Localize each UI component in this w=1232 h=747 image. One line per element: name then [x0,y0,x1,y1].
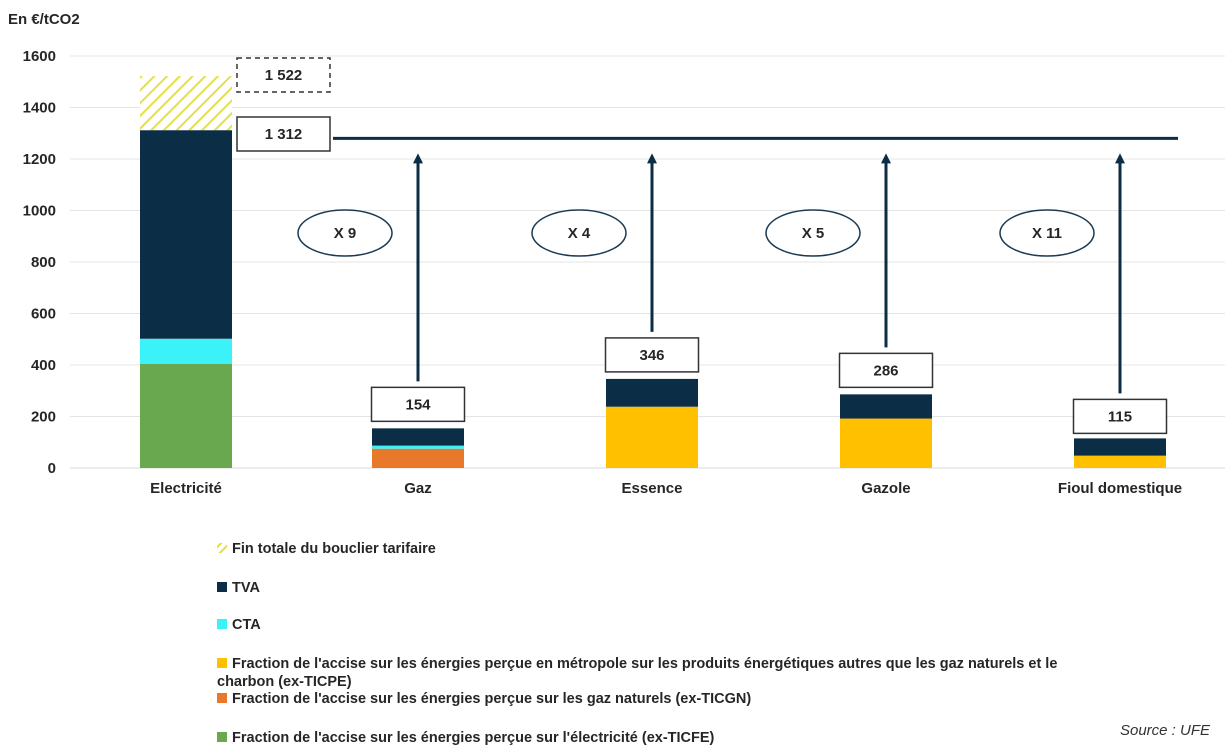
y-tick-label: 1200 [23,151,56,168]
bar-segment [140,338,232,364]
legend-item-bouclier: Fin totale du bouclier tarifaire [217,540,436,558]
bouclier-total-label: 1 522 [265,67,303,84]
total-label: 286 [873,362,898,379]
x-tick-label: Essence [622,480,683,497]
total-label: 154 [405,396,431,413]
x-tick-label: Gaz [404,480,432,497]
total-box [370,386,466,423]
source-note: Source : UFE [1119,722,1210,739]
swatch-icon [217,658,227,668]
y-tick-label: 200 [31,409,56,426]
y-tick-label: 1600 [23,48,56,65]
bouclier-total-box [236,57,331,93]
x-tick-label: Electricité [150,480,222,497]
bar-segment [840,394,932,419]
y-axis-ticks: 0 200 400 600 800 1000 1200 1400 1600 [23,48,56,477]
swatch-icon [217,693,227,703]
bar-segment [1074,438,1166,456]
x-axis-ticks: Electricité Gaz Essence Gazole Fioul domesti… [150,480,1182,497]
y-tick-label: 1000 [23,203,56,220]
y-tick-label: 0 [48,460,56,477]
total-box [236,116,331,152]
bars [140,76,1166,468]
swatch-icon [217,619,227,629]
legend-label: CTA [232,617,261,633]
hatch-swatch-icon [217,543,227,553]
total-box [838,352,934,389]
multiplier-ellipse [531,209,627,257]
annotations: 1 522 1 312 154 X 9 346 X 4 286 X 5 115 X 11 [236,57,1178,435]
bar-segment [606,406,698,468]
y-tick-label: 600 [31,306,56,323]
bar-segment [140,130,232,339]
total-box [604,337,700,373]
bar-segment [1074,455,1166,468]
multiplier-label: X 11 [1032,225,1062,242]
stacked-bar-chart: En €/tCO2 02004006008001000120014001600 … [8,11,1225,497]
multiplier-label: X 9 [334,225,357,242]
total-label: 1 312 [265,126,303,143]
total-label: 115 [1108,408,1132,425]
swatch-icon [217,582,227,592]
multiplier-label: X 4 [568,225,591,242]
multiplier-ellipse [765,209,861,257]
x-tick-label: Gazole [861,480,910,497]
legend-label: Fraction de l'accise sur les énergies pe… [217,656,1058,690]
bar-segment [372,448,464,468]
bar-segment [140,76,232,131]
x-tick-label: Fioul domestique [1058,480,1182,497]
multiplier-ellipse [297,209,393,257]
bar-segment [606,378,698,407]
swatch-icon [217,732,227,742]
y-tick-label: 1400 [23,100,56,117]
legend-item-ticgn: Fraction de l'accise sur les énergies pe… [217,690,751,708]
bar-segment [840,418,932,468]
legend-label: Fraction de l'accise sur les énergies pe… [232,730,715,746]
y-tick-label: 800 [31,254,56,271]
legend-item-cta: CTA [217,616,261,634]
multiplier-label: X 5 [802,225,825,242]
total-box [1072,398,1168,435]
y-axis-title: En €/tCO2 [8,11,80,28]
bar-segment [372,445,464,449]
legend-label: TVA [232,580,260,596]
y-tick-label: 400 [31,357,56,374]
legend-label: Fraction de l'accise sur les énergies pe… [232,691,752,707]
bar-segment [140,363,232,468]
total-label: 346 [639,347,664,364]
legend-item-tva: TVA [217,579,260,597]
multiplier-ellipse [999,209,1095,257]
legend-item-ticfe: Fraction de l'accise sur les énergies pe… [217,729,714,747]
legend-label: Fin totale du bouclier tarifaire [232,541,436,557]
bar-segment [372,428,464,446]
legend-item-ticpe: Fraction de l'accise sur les énergies pe… [217,655,1097,691]
